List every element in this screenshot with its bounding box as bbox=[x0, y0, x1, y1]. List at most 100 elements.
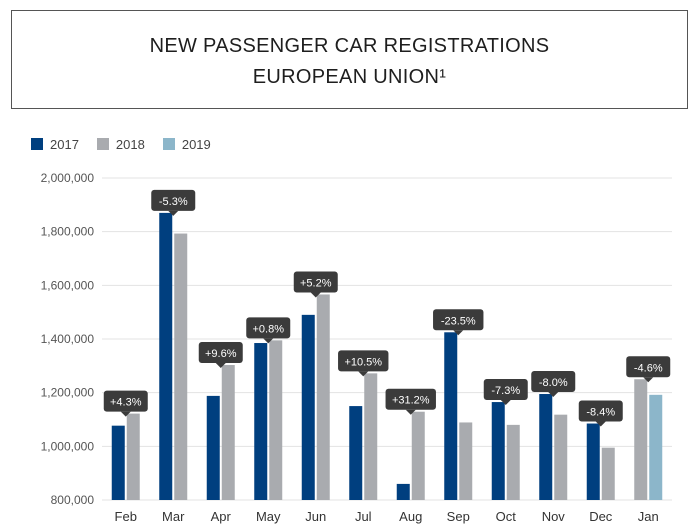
change-label-bg bbox=[293, 271, 338, 293]
bar-2018-apr[interactable] bbox=[221, 365, 235, 500]
change-label: +9.6% bbox=[198, 342, 243, 369]
change-label-pointer bbox=[548, 392, 559, 398]
change-label-text: +5.2% bbox=[300, 277, 332, 289]
change-label-text: -8.4% bbox=[586, 407, 615, 419]
bar-2018-sep[interactable] bbox=[459, 422, 473, 500]
change-label-bg bbox=[433, 309, 484, 331]
x-tick-label: Aug bbox=[399, 509, 422, 524]
change-label-pointer bbox=[263, 338, 274, 344]
legend-label-2019: 2019 bbox=[181, 136, 211, 152]
legend-swatch-2019 bbox=[162, 138, 175, 150]
change-label-text: +31.2% bbox=[392, 395, 430, 407]
y-tick-label: 1,800,000 bbox=[41, 225, 95, 239]
x-tick-label: Jan bbox=[638, 509, 659, 524]
change-label: -4.6% bbox=[626, 356, 671, 383]
change-label-text: -4.6% bbox=[634, 362, 663, 374]
bar-2018-jun[interactable] bbox=[316, 294, 330, 500]
x-tick-label: Sep bbox=[447, 509, 470, 524]
change-label-text: +9.6% bbox=[205, 348, 237, 360]
change-label-text: -23.5% bbox=[441, 315, 476, 327]
change-label: +10.5% bbox=[338, 350, 389, 377]
change-label-text: -7.3% bbox=[491, 385, 520, 397]
bar-2017-aug[interactable] bbox=[396, 483, 410, 500]
change-label-pointer bbox=[453, 330, 464, 336]
bar-2018-mar[interactable] bbox=[174, 233, 188, 501]
change-label-text: -8.0% bbox=[539, 377, 568, 389]
x-tick-label: Jul bbox=[355, 509, 372, 524]
bar-2017-mar[interactable] bbox=[159, 212, 173, 500]
change-label: +0.8% bbox=[246, 317, 291, 344]
bar-2017-dec[interactable] bbox=[586, 423, 600, 500]
bar-2019-jan[interactable] bbox=[649, 394, 663, 500]
bar-2017-may[interactable] bbox=[254, 343, 268, 500]
change-label-pointer bbox=[595, 421, 606, 427]
change-label-bg bbox=[198, 342, 243, 364]
bar-2017-oct[interactable] bbox=[491, 402, 505, 500]
change-label-pointer bbox=[500, 400, 511, 406]
x-tick-label: Nov bbox=[542, 509, 566, 524]
chart-title-line-2: EUROPEAN UNION¹ bbox=[252, 66, 447, 88]
change-label: -7.3% bbox=[483, 379, 528, 406]
change-label-bg bbox=[483, 379, 528, 401]
legend-item-2017[interactable]: 2017 bbox=[31, 137, 79, 152]
change-label: -23.5% bbox=[433, 309, 484, 336]
change-label-pointer bbox=[358, 371, 369, 377]
change-label-bg bbox=[531, 371, 576, 393]
change-label-bg bbox=[246, 317, 291, 339]
bar-2018-may[interactable] bbox=[269, 340, 283, 500]
change-label-bg bbox=[626, 356, 671, 378]
bar-2018-oct[interactable] bbox=[506, 424, 520, 500]
x-tick-label: Mar bbox=[162, 509, 185, 524]
change-label-pointer bbox=[310, 292, 321, 298]
y-tick-label: 1,000,000 bbox=[41, 439, 95, 453]
bar-2017-sep[interactable] bbox=[444, 332, 458, 500]
legend-item-2018[interactable]: 2018 bbox=[96, 136, 145, 152]
change-label-bg bbox=[338, 350, 389, 372]
bar-2017-apr[interactable] bbox=[206, 395, 220, 500]
x-tick-label: May bbox=[256, 509, 281, 524]
change-label-bg bbox=[385, 388, 436, 410]
chart-title-box: NEW PASSENGER CAR REGISTRATIONS EUROPEAN… bbox=[11, 10, 688, 109]
legend-swatch-2018 bbox=[96, 138, 109, 150]
change-label: -5.3% bbox=[151, 189, 196, 216]
change-label: +5.2% bbox=[293, 271, 338, 298]
legend-swatch-2017 bbox=[31, 138, 43, 150]
change-label-text: +10.5% bbox=[344, 356, 382, 368]
change-label-text: -5.3% bbox=[159, 196, 188, 208]
x-tick-label: Dec bbox=[589, 509, 613, 524]
x-tick-label: Apr bbox=[211, 509, 232, 524]
bar-2018-jul[interactable] bbox=[364, 373, 378, 500]
chart-legend: 2017 2018 2019 bbox=[31, 133, 229, 155]
change-label-pointer bbox=[168, 210, 179, 216]
legend-label-2018: 2018 bbox=[115, 136, 145, 152]
change-label-bg bbox=[151, 189, 196, 211]
change-label: +31.2% bbox=[385, 388, 436, 415]
y-tick-label: 2,000,000 bbox=[41, 171, 95, 185]
bar-2018-dec[interactable] bbox=[601, 447, 615, 500]
change-label-bg bbox=[578, 400, 623, 422]
x-tick-label: Jun bbox=[305, 509, 326, 524]
change-label: -8.4% bbox=[578, 400, 623, 427]
x-tick-label: Oct bbox=[496, 509, 517, 524]
bar-2018-aug[interactable] bbox=[411, 411, 425, 500]
bar-2018-jan[interactable] bbox=[634, 379, 648, 500]
bar-2018-nov[interactable] bbox=[554, 414, 568, 500]
chart-title-line-1: NEW PASSENGER CAR REGISTRATIONS bbox=[149, 35, 550, 57]
legend-item-2019[interactable]: 2019 bbox=[162, 136, 211, 152]
y-tick-label: 1,200,000 bbox=[41, 386, 95, 400]
change-label-pointer bbox=[215, 363, 226, 369]
bar-2018-feb[interactable] bbox=[126, 413, 140, 500]
y-tick-label: 800,000 bbox=[51, 493, 95, 507]
change-label: -8.0% bbox=[531, 371, 576, 398]
legend-label-2017: 2017 bbox=[50, 136, 79, 152]
change-label-text: +4.3% bbox=[110, 397, 142, 409]
change-label-pointer bbox=[405, 409, 416, 415]
x-tick-label: Feb bbox=[115, 509, 137, 524]
bar-2017-nov[interactable] bbox=[539, 394, 553, 500]
bar-2017-jul[interactable] bbox=[349, 406, 363, 500]
y-tick-label: 1,400,000 bbox=[41, 332, 95, 346]
change-label-text: +0.8% bbox=[253, 323, 285, 335]
bar-2017-jun[interactable] bbox=[301, 314, 315, 500]
bar-2017-feb[interactable] bbox=[111, 425, 125, 500]
